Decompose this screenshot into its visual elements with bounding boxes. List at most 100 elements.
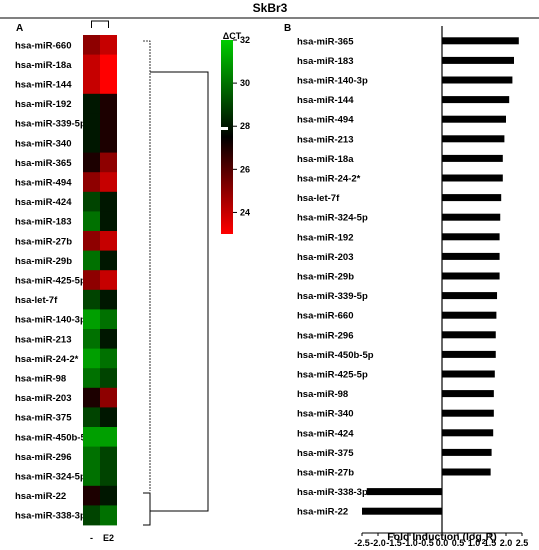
bar-label-hsa-mir-375: hsa-miR-375 <box>297 448 354 459</box>
heatmap-cell-hsa-let-7f-control <box>83 289 100 310</box>
bar-hsa-mir-22 <box>362 507 442 515</box>
panel-b-label: B <box>284 23 291 34</box>
colorbar-label: ΔCT <box>223 31 242 41</box>
heatmap-cell-hsa-mir-365-e2 <box>100 152 117 173</box>
bar-x-tick-label-10: 2.5 <box>516 538 529 548</box>
bar-label-hsa-mir-98: hsa-miR-98 <box>297 389 348 400</box>
bar-label-hsa-mir-324-5p: hsa-miR-324-5p <box>297 213 368 224</box>
heatmap-column-labels: - E2 <box>90 533 114 543</box>
heatmap-cell-hsa-mir-494-e2 <box>100 172 117 193</box>
heatmap-row-label-hsa-mir-144: hsa-miR-144 <box>15 80 72 91</box>
heatmap-cell-hsa-mir-140-3p-control <box>83 309 100 330</box>
bar-label-hsa-mir-338-3p: hsa-miR-338-3p <box>297 487 368 498</box>
heatmap-dendrogram <box>91 20 209 526</box>
bar-hsa-mir-183 <box>442 56 514 64</box>
heatmap-row-label-hsa-mir-192: hsa-miR-192 <box>15 99 72 110</box>
bar-hsa-mir-296 <box>442 331 496 339</box>
heatmap-row-label-hsa-mir-324-5p: hsa-miR-324-5p <box>15 472 86 483</box>
bar-label-hsa-mir-140-3p: hsa-miR-140-3p <box>297 76 368 87</box>
heatmap-row-label-hsa-mir-29b: hsa-miR-29b <box>15 256 72 267</box>
bar-x-tick-label-9: 2.0 <box>500 538 513 548</box>
bar-hsa-mir-338-3p <box>366 488 442 496</box>
heatmap-cell-hsa-mir-213-control <box>83 329 100 349</box>
heatmap-cell-hsa-mir-203-e2 <box>100 387 117 408</box>
bar-hsa-mir-18a <box>442 154 503 162</box>
heatmap-cell-hsa-mir-27b-control <box>83 231 100 251</box>
bar-hsa-mir-365 <box>442 37 519 45</box>
bar-label-hsa-let-7f: hsa-let-7f <box>297 193 340 204</box>
heatmap-cell-hsa-mir-425-5p-control <box>83 270 100 291</box>
heatmap-row-label-hsa-let-7f: hsa-let-7f <box>15 295 58 306</box>
bar-label-hsa-mir-24-2-star: hsa-miR-24-2* <box>297 174 361 185</box>
x-axis-subscript: 2 <box>482 539 486 546</box>
bar-hsa-mir-29b <box>442 272 500 280</box>
bar-hsa-mir-424 <box>442 429 494 437</box>
heatmap-cell-hsa-mir-494-control <box>83 172 100 193</box>
bar-x-tick-label-2: -1.5 <box>386 538 402 548</box>
heatmap-cell-hsa-mir-450b-5p-control <box>83 427 100 447</box>
bar-label-hsa-mir-340: hsa-miR-340 <box>297 409 354 420</box>
heatmap-cell-hsa-mir-324-5p-control <box>83 466 100 487</box>
colorbar-tick-label-28: 28 <box>240 121 250 131</box>
colorbar <box>221 40 233 234</box>
heatmap-column-label-e2: E2 <box>103 533 114 543</box>
bar-label-hsa-mir-660: hsa-miR-660 <box>297 311 354 322</box>
bar-hsa-mir-339-5p <box>442 292 498 300</box>
heatmap-cell-hsa-mir-203-control <box>83 387 100 408</box>
heatmap-cell-hsa-mir-340-e2 <box>100 133 117 153</box>
bar-label-hsa-mir-183: hsa-miR-183 <box>297 56 354 67</box>
heatmap-row-label-hsa-mir-425-5p: hsa-miR-425-5p <box>15 276 86 287</box>
heatmap-cell-hsa-mir-324-5p-e2 <box>100 466 117 487</box>
heatmap-cell-hsa-mir-296-control <box>83 446 100 467</box>
heatmap-row-label-hsa-mir-494: hsa-miR-494 <box>15 178 72 189</box>
bar-hsa-mir-192 <box>442 233 500 241</box>
heatmap-row-label-hsa-mir-98: hsa-miR-98 <box>15 374 66 385</box>
bar-label-hsa-mir-425-5p: hsa-miR-425-5p <box>297 370 368 381</box>
bar-hsa-mir-494 <box>442 115 506 123</box>
heatmap-row-label-hsa-mir-24-2-star: hsa-miR-24-2* <box>15 354 79 365</box>
heatmap-cell-hsa-mir-29b-e2 <box>100 250 117 271</box>
heatmap-cells <box>83 35 117 526</box>
bar-hsa-mir-203 <box>442 252 500 260</box>
bar-x-tick-label-3: -1.0 <box>402 538 418 548</box>
heatmap-cell-hsa-mir-213-e2 <box>100 329 117 349</box>
heatmap-cell-hsa-mir-338-3p-control <box>83 505 100 526</box>
bar-hsa-mir-660 <box>442 311 497 319</box>
x-axis-title-text: Fold Induction <box>387 531 459 543</box>
bar-hsa-mir-27b <box>442 468 491 476</box>
bar-label-hsa-mir-144: hsa-miR-144 <box>297 95 354 106</box>
bar-label-hsa-mir-203: hsa-miR-203 <box>297 252 354 263</box>
heatmap-rows: hsa-miR-660 hsa-miR-18a hsa-miR-144 hsa-miR… <box>15 40 92 521</box>
heatmap-cell-hsa-mir-24-2-star-e2 <box>100 348 117 369</box>
heatmap-cell-hsa-mir-450b-5p-e2 <box>100 427 117 447</box>
heatmap-cell-hsa-mir-660-e2 <box>100 35 117 55</box>
figure-title: SkBr3 <box>253 1 288 15</box>
bar-x-tick-label-5: 0.0 <box>436 538 449 548</box>
bar-label-hsa-mir-494: hsa-miR-494 <box>297 115 354 126</box>
bar-series <box>362 37 519 515</box>
bar-hsa-mir-324-5p <box>442 213 501 221</box>
heatmap-cell-hsa-mir-140-3p-e2 <box>100 309 117 330</box>
heatmap-row-label-hsa-mir-660: hsa-miR-660 <box>15 40 72 51</box>
bar-x-axis: -2.5 -2.0 -1.5 -1.0 -0.5 0.0 0.5 1.0 1.5 2.0 2.5 <box>354 26 528 548</box>
heatmap-row-label-hsa-mir-183: hsa-miR-183 <box>15 217 72 228</box>
heatmap-cell-hsa-mir-29b-control <box>83 250 100 271</box>
bar-x-tick-label-6: 0.5 <box>452 538 465 548</box>
heatmap-cell-hsa-mir-183-control <box>83 211 100 232</box>
bar-label-hsa-mir-424: hsa-miR-424 <box>297 428 354 439</box>
bar-label-hsa-mir-192: hsa-miR-192 <box>297 232 354 243</box>
bar-label-hsa-mir-22: hsa-miR-22 <box>297 507 348 518</box>
bar-hsa-mir-140-3p <box>442 76 513 84</box>
bar-hsa-mir-144 <box>442 96 510 104</box>
heatmap-cell-hsa-mir-22-e2 <box>100 485 117 506</box>
heatmap-cell-hsa-mir-425-5p-e2 <box>100 270 117 291</box>
heatmap-cell-hsa-mir-339-5p-e2 <box>100 113 117 134</box>
heatmap-cell-hsa-mir-375-control <box>83 407 100 428</box>
bar-hsa-mir-450b-5p <box>442 350 496 358</box>
heatmap-row-label-hsa-mir-203: hsa-miR-203 <box>15 393 72 404</box>
bar-x-tick-label-4: -0.5 <box>418 538 434 548</box>
heatmap-cell-hsa-mir-24-2-star-control <box>83 348 100 369</box>
bar-label-hsa-mir-18a: hsa-miR-18a <box>297 154 354 165</box>
bar-label-hsa-mir-365: hsa-miR-365 <box>297 36 354 47</box>
heatmap-row-label-hsa-mir-338-3p: hsa-miR-338-3p <box>15 511 86 522</box>
